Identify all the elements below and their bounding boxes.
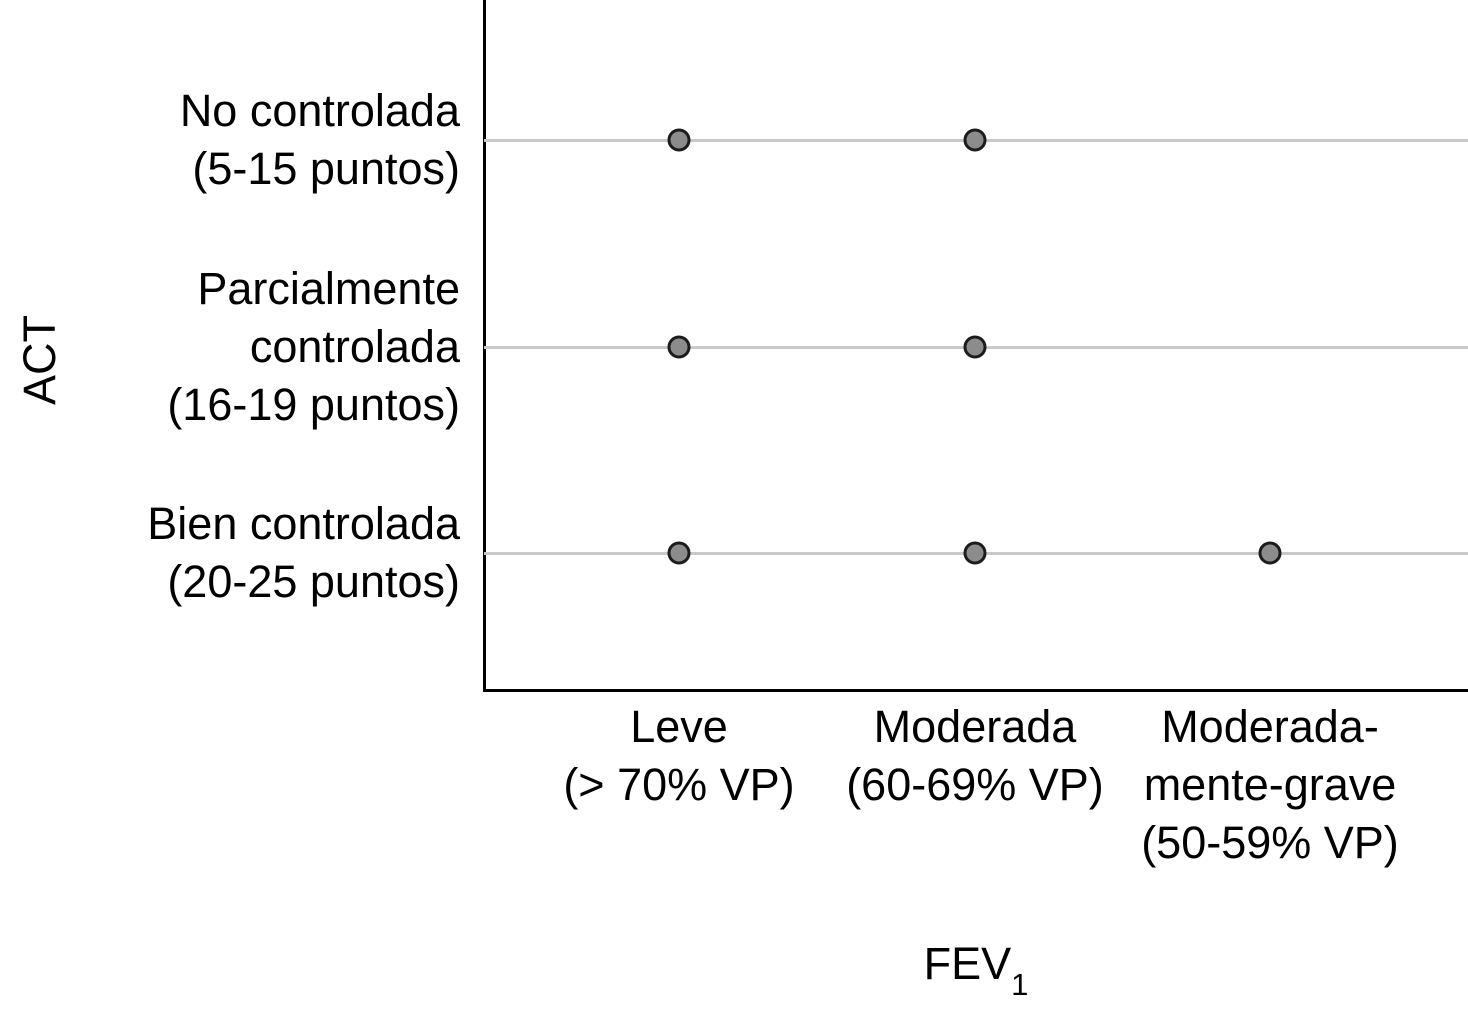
plot-area	[484, 0, 1468, 689]
data-point	[667, 541, 691, 565]
x-axis-title-text: FEV	[923, 938, 1012, 989]
x-axis-title-subscript: 1	[1011, 967, 1029, 1002]
y-tick-label: Bien controlada (20-25 puntos)	[147, 498, 460, 607]
x-tick-label: Moderada (60-69% VP)	[846, 701, 1104, 810]
y-tick-label: No controlada (5-15 puntos)	[179, 85, 460, 194]
x-tick-label: Leve (> 70% VP)	[563, 701, 795, 810]
data-point	[667, 335, 691, 359]
x-axis-line	[483, 689, 1468, 692]
data-point	[963, 335, 987, 359]
x-axis-title: FEV1	[923, 938, 1029, 1002]
x-tick-label: Moderada-mente-grave (50-59% VP)	[1141, 701, 1399, 868]
data-point	[1258, 541, 1282, 565]
data-point	[667, 128, 691, 152]
y-tick-label: Parcialmente controlada (16-19 puntos)	[167, 263, 460, 430]
data-point	[963, 541, 987, 565]
data-point	[963, 128, 987, 152]
